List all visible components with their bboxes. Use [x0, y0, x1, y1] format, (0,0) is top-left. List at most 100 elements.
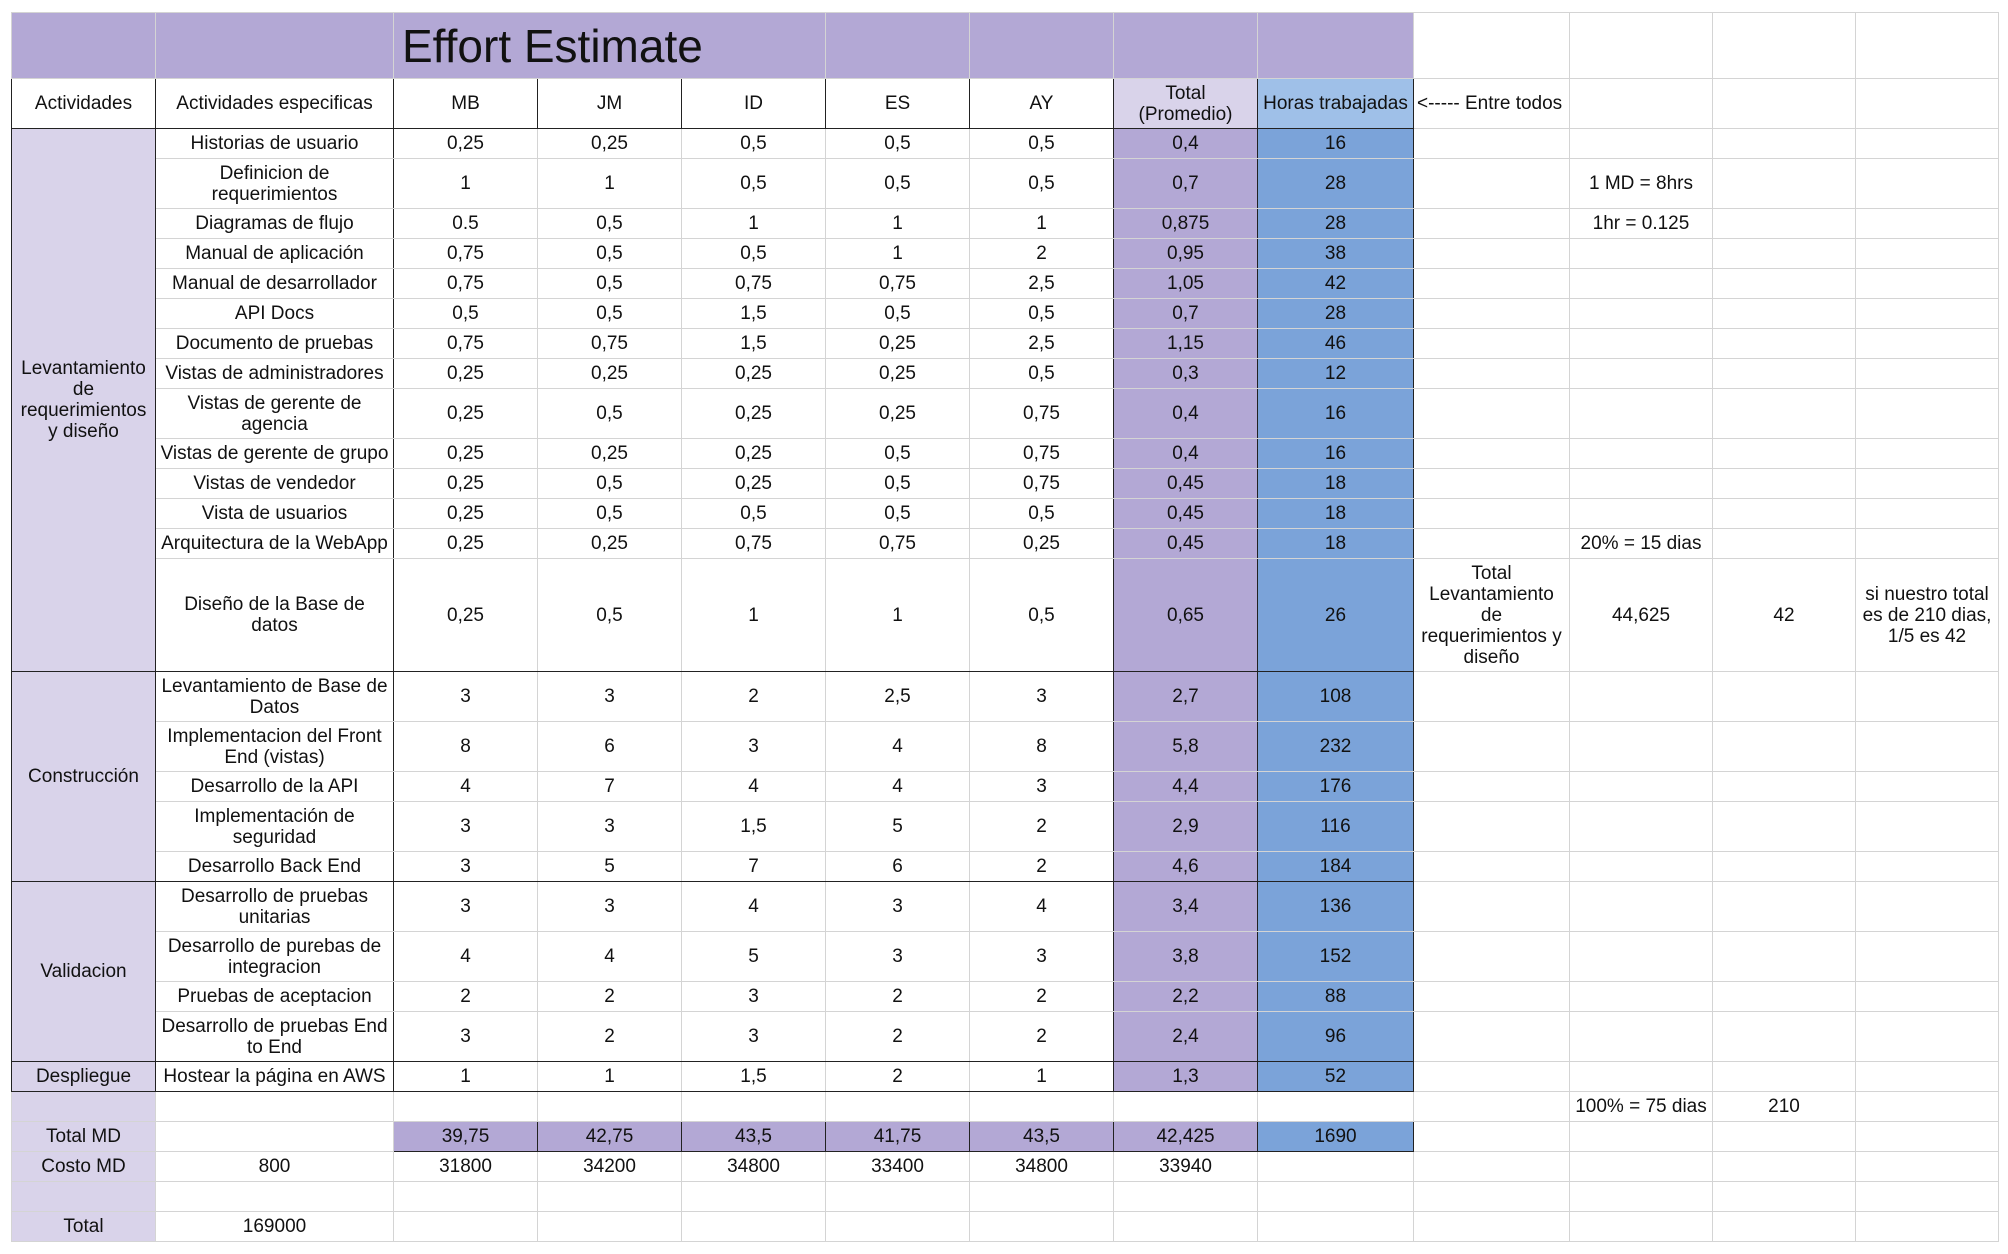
estimate-cell[interactable]: 0,5	[537, 208, 682, 239]
total-levantamiento-label[interactable]: Total Levantamiento de requerimientos y …	[1413, 558, 1570, 672]
cell[interactable]	[393, 1091, 538, 1122]
note-100-percent[interactable]: 100% = 75 dias	[1569, 1091, 1713, 1122]
cell[interactable]	[1569, 1211, 1713, 1242]
cell[interactable]	[825, 1091, 970, 1122]
cell[interactable]	[1113, 12, 1258, 79]
cell[interactable]	[1413, 981, 1570, 1012]
estimate-cell[interactable]: 3	[393, 851, 538, 882]
cell[interactable]	[1413, 671, 1570, 722]
note-md-hours[interactable]: 1 MD = 8hrs	[1569, 158, 1713, 209]
note-20-percent[interactable]: 20% = 15 dias	[1569, 528, 1713, 559]
total-md-average[interactable]: 42,425	[1113, 1121, 1258, 1152]
hours-cell[interactable]: 12	[1257, 358, 1414, 389]
cell[interactable]	[825, 1211, 970, 1242]
estimate-cell[interactable]: 0,25	[393, 128, 538, 159]
cell[interactable]	[1712, 1011, 1856, 1062]
cell[interactable]	[1712, 468, 1856, 499]
cell[interactable]	[1855, 298, 1999, 329]
estimate-cell[interactable]: 3	[393, 881, 538, 932]
cost-md-value[interactable]: 31800	[393, 1151, 538, 1182]
estimate-cell[interactable]: 0,25	[393, 498, 538, 529]
estimate-cell[interactable]: 1	[681, 208, 826, 239]
estimate-cell[interactable]: 0,75	[825, 268, 970, 299]
hours-cell[interactable]: 16	[1257, 438, 1414, 469]
cell[interactable]	[1413, 1061, 1570, 1092]
cell[interactable]	[1712, 528, 1856, 559]
cell[interactable]	[1569, 721, 1713, 772]
estimate-cell[interactable]: 1	[825, 238, 970, 269]
cell[interactable]	[393, 1181, 538, 1212]
average-cell[interactable]: 0,7	[1113, 298, 1258, 329]
cost-md-value[interactable]: 34800	[681, 1151, 826, 1182]
cell[interactable]	[1712, 981, 1856, 1012]
estimate-cell[interactable]: 0,75	[681, 528, 826, 559]
cell[interactable]	[1413, 468, 1570, 499]
cell[interactable]	[1712, 498, 1856, 529]
hours-cell[interactable]: 18	[1257, 528, 1414, 559]
estimate-cell[interactable]: 2	[681, 671, 826, 722]
estimate-cell[interactable]: 0,5	[537, 558, 682, 672]
cell[interactable]	[1855, 158, 1999, 209]
average-cell[interactable]: 0,65	[1113, 558, 1258, 672]
cell[interactable]	[155, 1091, 394, 1122]
cell[interactable]	[1413, 238, 1570, 269]
cell[interactable]	[1413, 931, 1570, 982]
estimate-cell[interactable]: 6	[537, 721, 682, 772]
total-value[interactable]: 169000	[155, 1211, 394, 1242]
hours-cell[interactable]: 232	[1257, 721, 1414, 772]
estimate-cell[interactable]: 0,5	[537, 498, 682, 529]
cell[interactable]	[1855, 801, 1999, 852]
estimate-cell[interactable]: 1	[969, 1061, 1114, 1092]
task-name[interactable]: Implementación de seguridad	[155, 801, 394, 852]
cell[interactable]	[1855, 1151, 1999, 1182]
cell[interactable]	[1855, 771, 1999, 802]
average-cell[interactable]: 0,3	[1113, 358, 1258, 389]
task-name[interactable]: Vistas de administradores	[155, 358, 394, 389]
task-name[interactable]: Arquitectura de la WebApp	[155, 528, 394, 559]
cell[interactable]	[1569, 438, 1713, 469]
cell[interactable]	[1855, 388, 1999, 439]
estimate-cell[interactable]: 0,5	[681, 498, 826, 529]
cost-md-rate[interactable]: 800	[155, 1151, 394, 1182]
hours-cell[interactable]: 184	[1257, 851, 1414, 882]
cell[interactable]	[1855, 671, 1999, 722]
average-cell[interactable]: 4,6	[1113, 851, 1258, 882]
hours-cell[interactable]: 18	[1257, 498, 1414, 529]
estimate-cell[interactable]: 0,25	[825, 358, 970, 389]
cell[interactable]	[1712, 358, 1856, 389]
estimate-cell[interactable]: 0,5	[969, 158, 1114, 209]
cell[interactable]	[1413, 881, 1570, 932]
cell[interactable]	[1712, 128, 1856, 159]
average-cell[interactable]: 0,4	[1113, 388, 1258, 439]
task-name[interactable]: Vistas de gerente de grupo	[155, 438, 394, 469]
cell[interactable]	[1712, 238, 1856, 269]
estimate-cell[interactable]: 3	[537, 801, 682, 852]
cell[interactable]	[1413, 1181, 1570, 1212]
cell[interactable]	[537, 1091, 682, 1122]
estimate-cell[interactable]: 0,5	[825, 498, 970, 529]
estimate-cell[interactable]: 0,25	[537, 128, 682, 159]
estimate-cell[interactable]: 0,5	[393, 298, 538, 329]
cell[interactable]	[1569, 851, 1713, 882]
estimate-cell[interactable]: 0,75	[825, 528, 970, 559]
estimate-cell[interactable]: 0,25	[393, 558, 538, 672]
estimate-cell[interactable]: 1,5	[681, 801, 826, 852]
cell[interactable]	[1257, 1151, 1414, 1182]
cell[interactable]	[1413, 1091, 1570, 1122]
total-md-label[interactable]: Total MD	[11, 1121, 156, 1152]
cell[interactable]	[1413, 801, 1570, 852]
cell[interactable]	[1569, 78, 1713, 129]
task-name[interactable]: Desarrollo de pruebas End to End	[155, 1011, 394, 1062]
cell[interactable]	[1413, 721, 1570, 772]
cell[interactable]	[1257, 12, 1414, 79]
cell[interactable]	[1569, 1151, 1713, 1182]
average-cell[interactable]: 0,875	[1113, 208, 1258, 239]
estimate-cell[interactable]: 3	[969, 931, 1114, 982]
cell[interactable]	[1413, 128, 1570, 159]
estimate-cell[interactable]: 0,5	[681, 238, 826, 269]
task-name[interactable]: Pruebas de aceptacion	[155, 981, 394, 1012]
cell[interactable]	[969, 1181, 1114, 1212]
average-cell[interactable]: 0,45	[1113, 468, 1258, 499]
estimate-cell[interactable]: 0,25	[393, 388, 538, 439]
estimate-cell[interactable]: 0,25	[681, 468, 826, 499]
